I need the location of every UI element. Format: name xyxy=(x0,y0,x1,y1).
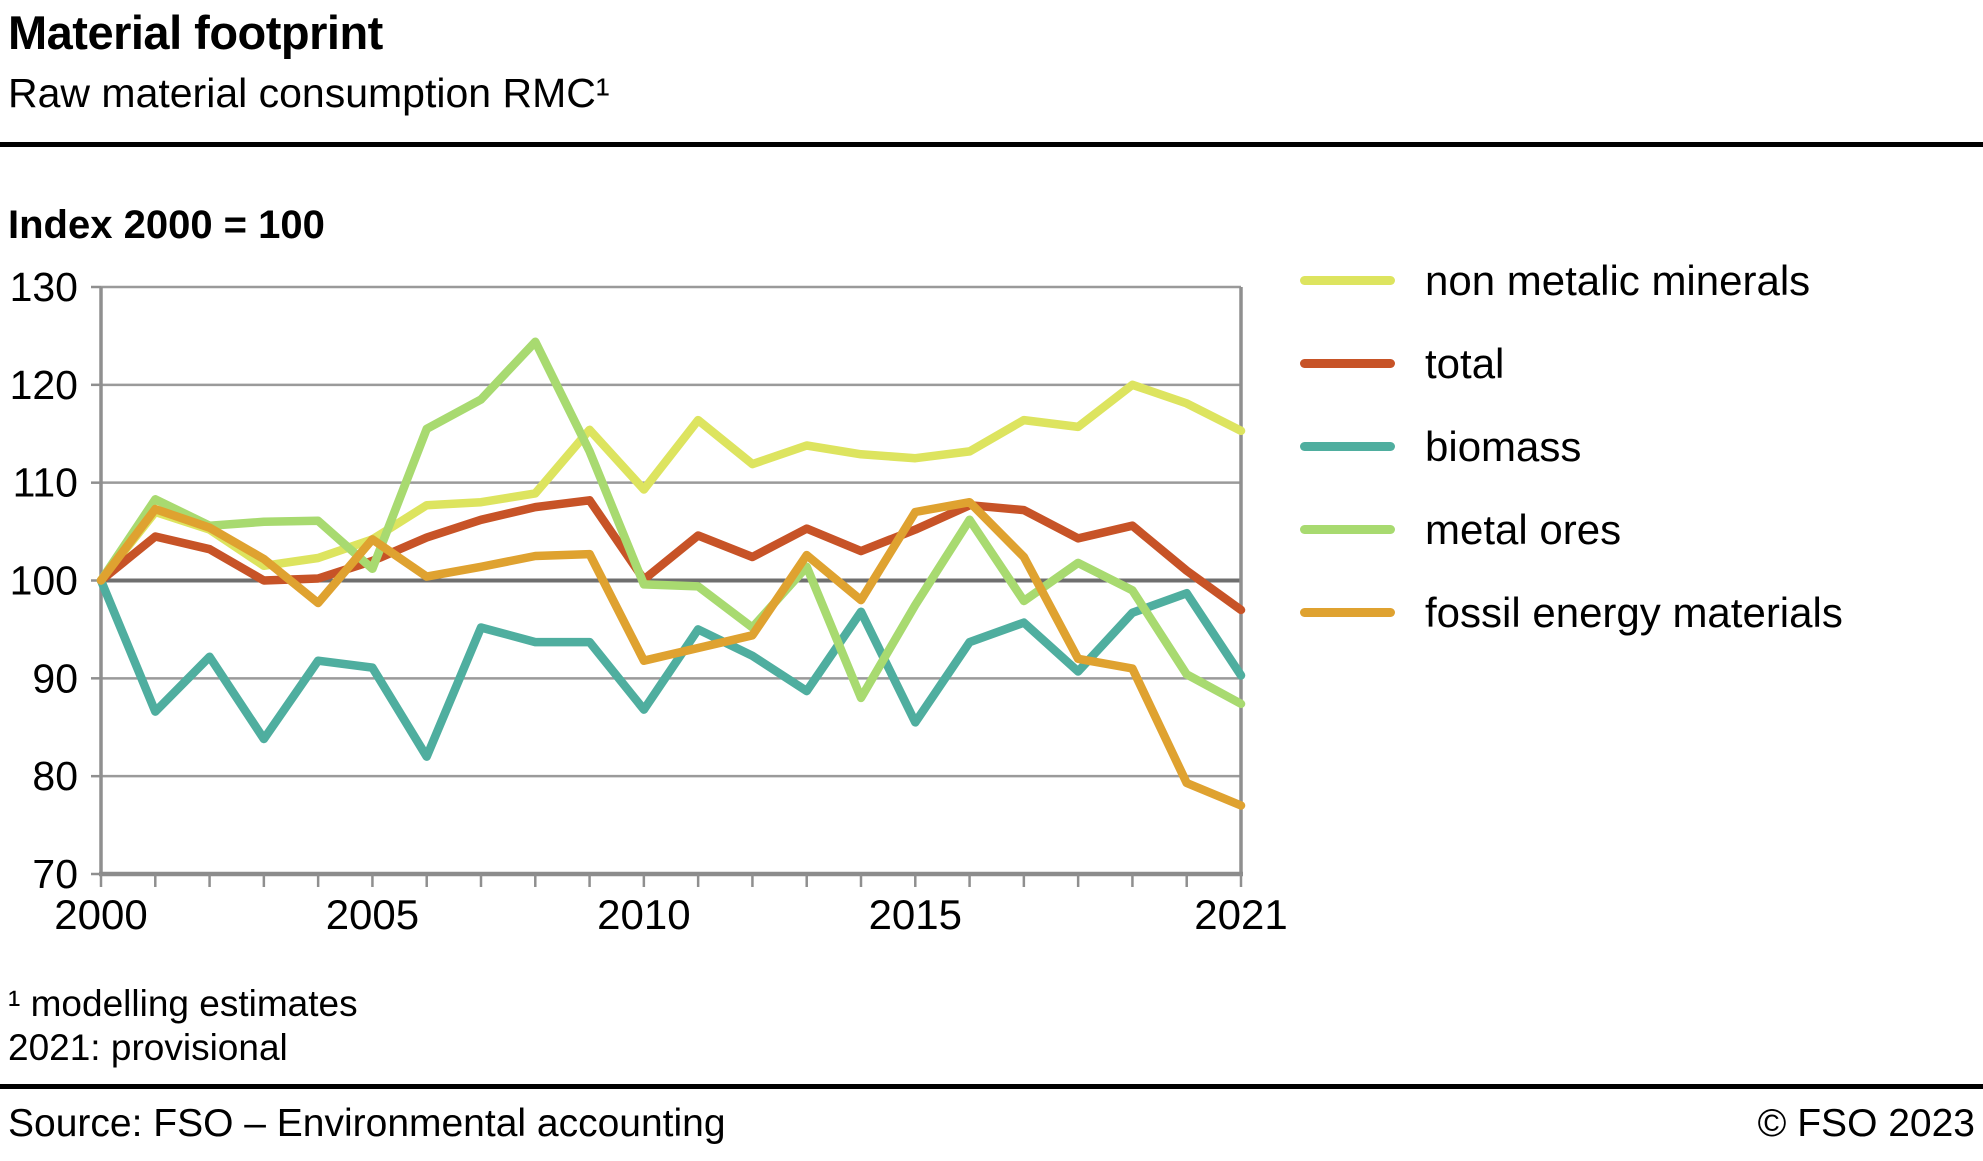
legend-swatch-biomass xyxy=(1300,442,1395,451)
legend-label-fossil-energy-materials: fossil energy materials xyxy=(1425,588,1843,636)
chart-legend: non metalic minerals total biomass metal… xyxy=(1300,239,1843,654)
y-tick-label: 130 xyxy=(10,264,78,310)
index-axis-label: Index 2000 = 100 xyxy=(8,203,325,247)
footnote-modelling-estimates: ¹ modelling estimates xyxy=(8,983,358,1024)
legend-item-total: total xyxy=(1300,322,1843,405)
x-tick-label: 2005 xyxy=(326,891,419,938)
legend-item-metal-ores: metal ores xyxy=(1300,488,1843,571)
footnote-provisional: 2021: provisional xyxy=(8,1027,288,1068)
series-line-biomass xyxy=(96,576,1246,761)
legend-swatch-metal-ores xyxy=(1300,525,1395,534)
legend-swatch-fossil-energy-materials xyxy=(1300,608,1395,617)
header-rule xyxy=(0,142,1983,147)
legend-item-non-metalic-minerals: non metalic minerals xyxy=(1300,239,1843,322)
x-tick-label: 2010 xyxy=(597,891,690,938)
legend-label-metal-ores: metal ores xyxy=(1425,505,1622,553)
series-line-fossil-energy-materials xyxy=(96,497,1246,810)
page-title: Material footprint xyxy=(8,6,383,59)
copyright-text: © FSO 2023 xyxy=(1757,1102,1975,1145)
y-tick-label: 70 xyxy=(32,851,78,897)
legend-swatch-non-metalic-minerals xyxy=(1300,276,1395,285)
footer-rule xyxy=(0,1084,1983,1089)
series-line-total xyxy=(96,496,1246,615)
y-tick-label: 110 xyxy=(13,460,78,506)
series-line-non-metalic-minerals xyxy=(96,380,1246,585)
y-tick-label: 100 xyxy=(10,558,78,604)
legend-label-non-metalic-minerals: non metalic minerals xyxy=(1425,256,1811,304)
source-text: Source: FSO – Environmental accounting xyxy=(8,1102,726,1145)
y-tick-label: 80 xyxy=(32,753,78,799)
legend-swatch-total xyxy=(1300,359,1395,368)
y-tick-label: 120 xyxy=(10,362,78,408)
x-tick-label: 2021 xyxy=(1194,891,1287,938)
x-tick-label: 2000 xyxy=(54,891,147,938)
legend-item-fossil-energy-materials: fossil energy materials xyxy=(1300,571,1843,654)
series-line-metal-ores xyxy=(96,337,1246,709)
legend-item-biomass: biomass xyxy=(1300,405,1843,488)
legend-label-total: total xyxy=(1425,339,1505,387)
legend-label-biomass: biomass xyxy=(1425,422,1582,470)
page-subtitle: Raw material consumption RMC¹ xyxy=(8,70,610,116)
x-tick-label: 2015 xyxy=(869,891,962,938)
y-tick-label: 90 xyxy=(32,655,78,701)
